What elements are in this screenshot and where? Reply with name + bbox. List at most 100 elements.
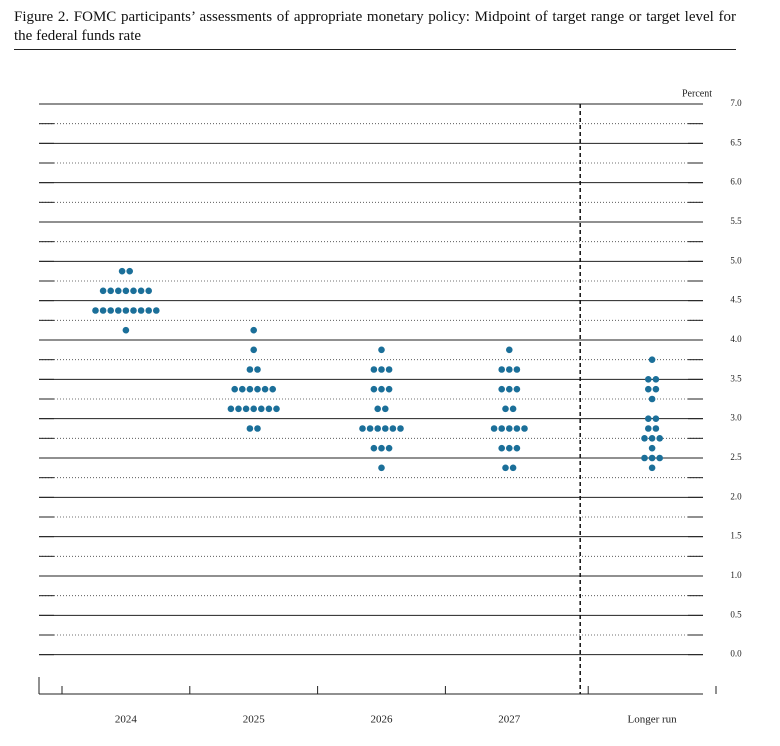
dot	[239, 385, 246, 393]
dot	[231, 385, 238, 393]
x-tick-label: 2027	[498, 714, 521, 726]
chart-title: Figure 2. FOMC participants’ assessments…	[14, 9, 736, 44]
dot	[521, 425, 528, 432]
y-tick-label: 6.0	[730, 177, 742, 187]
dot	[652, 376, 660, 383]
y-tick-label: 4.0	[730, 334, 742, 344]
dot	[498, 444, 506, 452]
y-tick-label: 1.0	[730, 570, 742, 580]
x-tick-label: 2026	[371, 714, 394, 726]
dot	[382, 405, 389, 413]
dot	[254, 366, 261, 373]
dot	[115, 307, 122, 314]
dot	[652, 385, 660, 393]
dot	[126, 267, 133, 275]
dot	[261, 385, 269, 393]
dot	[506, 385, 513, 393]
y-tick-label: 6.5	[730, 137, 742, 147]
dot	[122, 307, 130, 314]
dot	[378, 385, 385, 393]
dot	[374, 405, 382, 413]
dot	[359, 425, 366, 432]
dot	[513, 425, 521, 432]
dot	[250, 326, 257, 334]
dot	[130, 287, 137, 295]
dot	[648, 454, 656, 462]
dot	[378, 366, 385, 373]
dot	[498, 366, 506, 373]
x-tick-label: Longer run	[628, 714, 678, 726]
dot	[145, 307, 152, 314]
dot	[513, 444, 521, 452]
dot	[645, 425, 652, 432]
dot	[145, 287, 152, 295]
dot	[648, 444, 656, 452]
dot	[227, 405, 235, 413]
y-tick-label: 5.0	[730, 255, 742, 265]
dot	[656, 454, 663, 462]
dot	[269, 385, 277, 393]
dot	[498, 385, 506, 393]
dot	[506, 366, 513, 373]
dot	[99, 307, 107, 314]
x-tick-label: 2025	[243, 714, 266, 726]
dot	[641, 454, 648, 462]
dot	[242, 405, 250, 413]
dot	[370, 385, 378, 393]
dot	[513, 385, 521, 393]
dot	[378, 464, 385, 472]
y-tick-label: 3.0	[730, 413, 742, 423]
dot	[382, 425, 389, 432]
dot	[385, 385, 393, 393]
dot	[509, 405, 517, 413]
dot	[137, 307, 145, 314]
dot	[397, 425, 404, 432]
y-tick-label: 5.5	[730, 216, 742, 226]
dot	[648, 356, 656, 363]
dot	[645, 376, 652, 383]
dot	[273, 405, 280, 413]
dot	[648, 435, 656, 442]
y-tick-label: 2.0	[730, 491, 742, 501]
dot	[107, 287, 114, 295]
dot	[648, 395, 656, 403]
dot	[235, 405, 242, 413]
y-axis-label: Percent	[682, 88, 712, 99]
y-tick-label: 0.5	[730, 609, 742, 619]
dot	[107, 307, 114, 314]
dot	[246, 366, 254, 373]
dot	[389, 425, 397, 432]
dot	[370, 444, 378, 452]
dot	[385, 444, 393, 452]
dot	[130, 307, 137, 314]
dot	[370, 366, 378, 373]
y-tick-label: 1.5	[730, 531, 742, 541]
dot	[385, 366, 393, 373]
dot	[506, 444, 513, 452]
dot	[137, 287, 145, 295]
dot	[378, 444, 385, 452]
dot	[374, 425, 382, 432]
dot	[648, 464, 656, 472]
dot	[652, 425, 660, 432]
dot	[250, 346, 257, 354]
x-tick-label: 2024	[115, 714, 138, 726]
dot	[641, 435, 648, 442]
y-tick-label: 3.5	[730, 373, 742, 383]
dot	[506, 346, 513, 354]
dot	[92, 307, 99, 314]
dot	[506, 425, 513, 432]
dot	[99, 287, 107, 295]
dot	[656, 435, 663, 442]
dot	[118, 267, 126, 275]
y-tick-label: 2.5	[730, 452, 742, 462]
dot	[502, 405, 509, 413]
dot	[246, 425, 254, 432]
dot	[645, 385, 652, 393]
dot	[122, 287, 130, 295]
dot	[122, 326, 130, 334]
dot	[513, 366, 521, 373]
dot	[254, 385, 261, 393]
